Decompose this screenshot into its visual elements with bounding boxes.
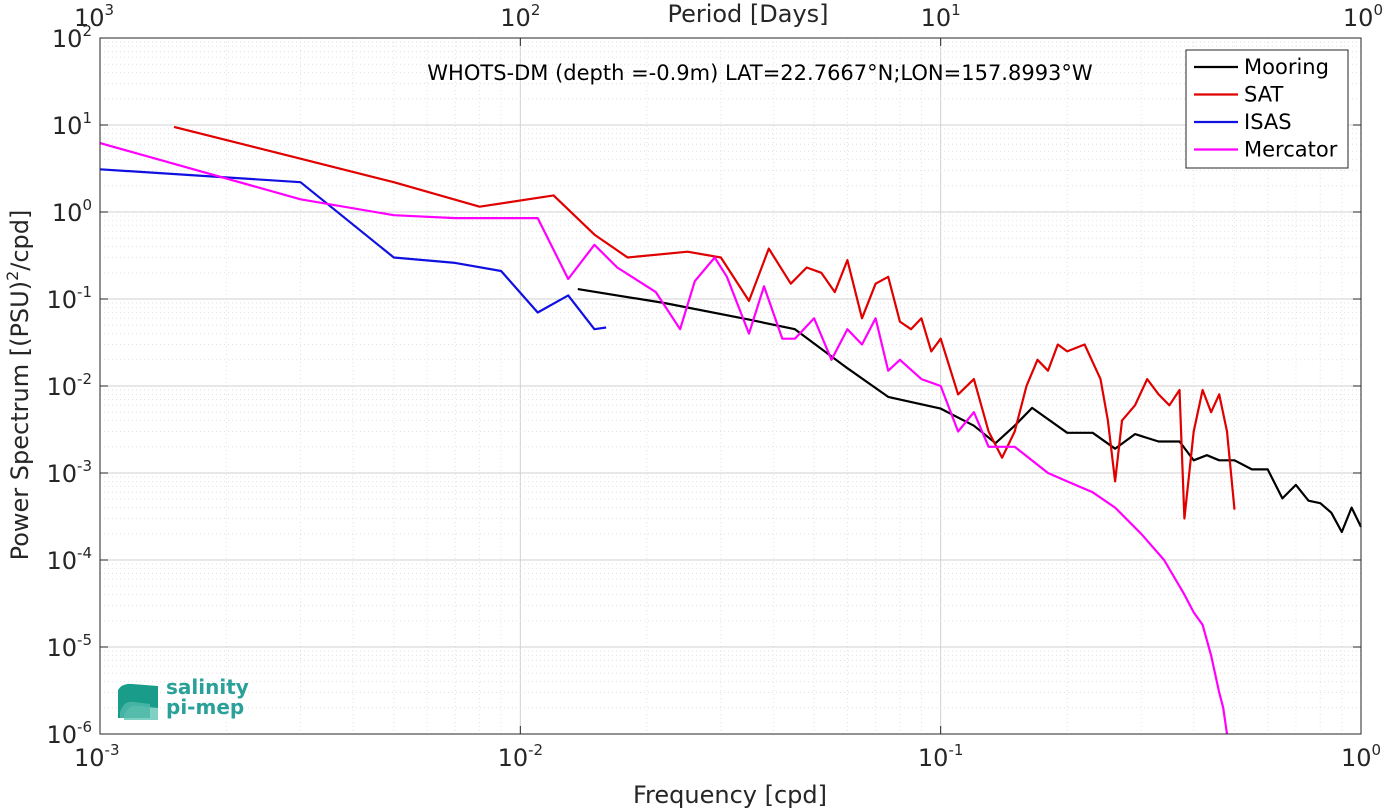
y-tick-label: 10-5 [46, 631, 92, 662]
legend-label-sat: SAT [1244, 83, 1283, 107]
top-x-tick-label: 101 [921, 1, 961, 32]
x-tick-label: 10-2 [498, 741, 544, 772]
x-tick-label: 100 [1341, 741, 1381, 772]
logo-text-line2: pi-mep [166, 695, 244, 719]
series-mooring-line [577, 288, 1362, 534]
legend-label-isas: ISAS [1244, 110, 1292, 134]
series-isas-line [99, 168, 607, 331]
y-tick-label: 10-1 [46, 283, 92, 314]
plot-title: WHOTS-DM (depth =-0.9m) LAT=22.7667°N;LO… [427, 61, 1093, 85]
y-tick-label: 10-2 [46, 370, 92, 401]
top-x-tick-label: 102 [500, 1, 540, 32]
legend-box [1185, 49, 1349, 169]
y-axis-label: Power Spectrum [(PSU)2/cpd] [3, 210, 34, 561]
series-sat-line [173, 125, 1236, 520]
top-x-tick-label: 100 [1343, 1, 1383, 32]
top-x-tick-label: 103 [74, 1, 114, 32]
salinity-pi-mep-logo: salinity pi-mep [118, 675, 249, 720]
y-tick-label: 10-4 [46, 544, 92, 575]
legend-label-mooring: Mooring [1244, 55, 1329, 79]
logo-text-line1: salinity [166, 675, 249, 699]
y-tick-label: 100 [52, 196, 92, 227]
legend: Mooring SAT ISAS Mercator [1185, 49, 1349, 169]
y-tick-label: 102 [52, 22, 92, 53]
grid [99, 38, 1361, 735]
legend-label-mercator: Mercator [1244, 138, 1338, 162]
x-tick-label: 10-1 [918, 741, 964, 772]
y-tick-label: 10-3 [46, 457, 92, 488]
logo-mark-icon [118, 683, 158, 720]
series-mercator-line [99, 142, 1229, 735]
y-tick-label: 10-6 [46, 718, 92, 749]
series-layer [99, 125, 1362, 735]
x-axis-label: Frequency [cpd] [633, 781, 827, 809]
x-tick-label: 10-3 [74, 741, 120, 772]
y-tick-label: 101 [52, 109, 92, 140]
top-x-axis-label: Period [Days] [667, 0, 828, 28]
